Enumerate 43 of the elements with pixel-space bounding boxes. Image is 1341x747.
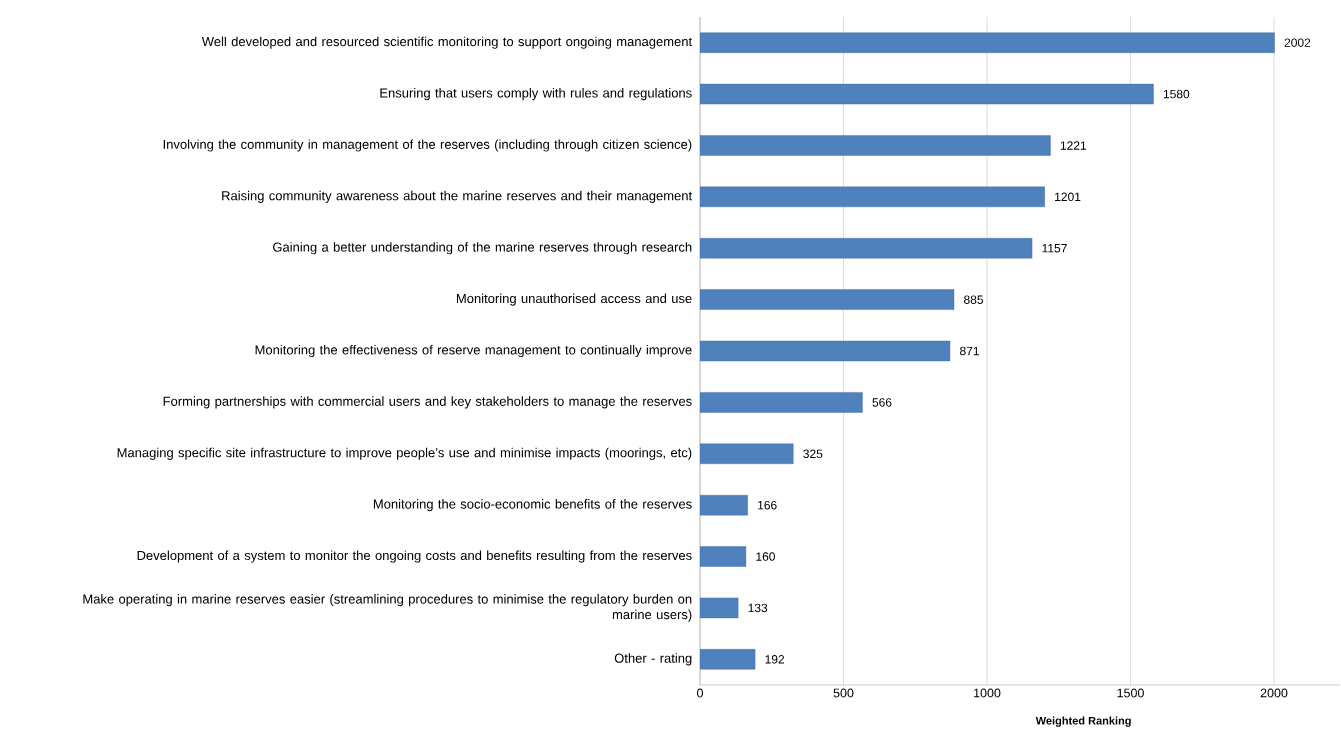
bar: [700, 443, 794, 464]
x-tick-label: 1000: [974, 688, 1001, 698]
data-label: 885: [964, 295, 984, 304]
data-label: 166: [758, 500, 777, 510]
bar: [700, 186, 1045, 208]
y-tick-label: Monitoring unauthorised access and use: [456, 293, 692, 306]
y-tick-label: Monitoring the effectiveness of reserve management to continually improve: [255, 344, 692, 358]
bar: [700, 494, 748, 516]
y-tick-label: Raising community awareness about the marine reserves and their management: [222, 190, 693, 203]
data-label: 871: [960, 346, 979, 356]
bar: [700, 32, 1275, 53]
x-axis-title: Weighted Ranking: [1035, 716, 1131, 727]
x-tick-label: 1500: [1117, 688, 1144, 698]
data-label: 1580: [1163, 89, 1190, 99]
y-tick-label: Well developed and resourced scientific monitoring to support ongoing management: [201, 36, 693, 49]
y-tick-label: Involving the community in management of the reserves (including through citizen science): [163, 139, 692, 152]
x-tick-label: 500: [833, 688, 854, 698]
y-tick-label: Forming partnerships with commercial users and key stakeholders to manage the reserves: [163, 396, 692, 409]
bar: [700, 649, 756, 670]
y-tick-label: Monitoring the socio-economic benefits of the reserves: [373, 499, 692, 512]
data-label: 2002: [1284, 38, 1311, 47]
data-label: 1157: [1042, 244, 1067, 253]
y-tick-label: Managing specific site infrastructure to improve people’s use and minimise impacts (moorings, etc): [117, 447, 692, 460]
x-tick-label: 2000: [1260, 688, 1288, 698]
y-tick-label: Ensuring that users comply with rules and regulations: [380, 88, 692, 101]
data-label: 325: [803, 449, 823, 459]
y-tick-label: Make operating in marine reserves easier (streamlining procedures to minimise the regulatory burden on marine users): [83, 594, 692, 622]
data-label: 192: [765, 655, 785, 664]
y-tick-label: Gaining a better understanding of the marine reserves through research: [273, 242, 692, 255]
bar: [700, 238, 1033, 259]
bar: [700, 135, 1051, 156]
data-label: 160: [756, 552, 775, 561]
bar: [700, 289, 955, 310]
data-label: 133: [748, 603, 768, 613]
data-label: 1221: [1060, 141, 1087, 150]
x-tick-label: 0: [697, 688, 703, 698]
data-label: 1201: [1055, 192, 1081, 202]
bar: [700, 546, 747, 567]
data-label: 566: [872, 398, 892, 407]
y-tick-label: Other - rating: [614, 653, 692, 666]
bar: [700, 83, 1154, 105]
y-tick-label: Development of a system to monitor the ongoing costs and benefits resulting from the reserves: [137, 550, 692, 563]
bar: [700, 392, 863, 413]
